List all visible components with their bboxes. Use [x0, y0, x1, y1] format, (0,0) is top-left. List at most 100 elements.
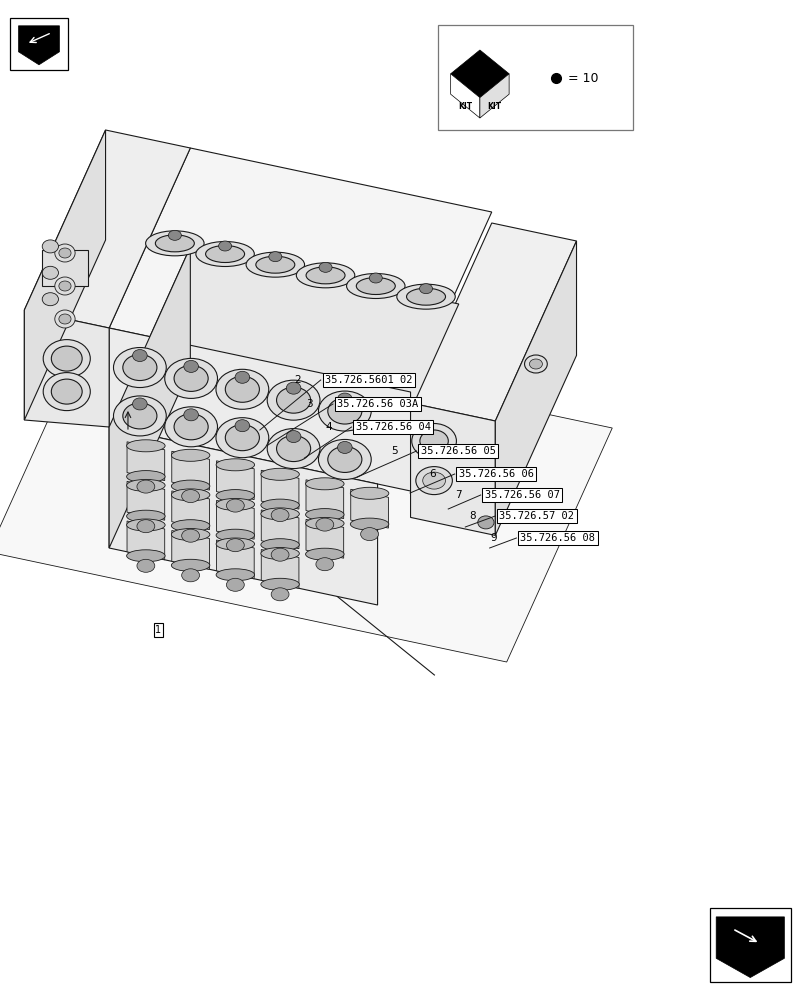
- Polygon shape: [172, 451, 209, 490]
- Ellipse shape: [524, 355, 547, 373]
- Ellipse shape: [127, 550, 165, 562]
- Text: 8: 8: [469, 511, 475, 521]
- Ellipse shape: [132, 350, 147, 362]
- Ellipse shape: [145, 231, 204, 256]
- Ellipse shape: [168, 230, 181, 240]
- Ellipse shape: [337, 441, 352, 453]
- Ellipse shape: [171, 449, 209, 461]
- Ellipse shape: [42, 266, 58, 279]
- Ellipse shape: [122, 403, 157, 429]
- Polygon shape: [217, 500, 254, 539]
- Ellipse shape: [226, 539, 244, 552]
- Ellipse shape: [397, 284, 455, 309]
- Ellipse shape: [477, 516, 493, 529]
- Ellipse shape: [271, 588, 289, 601]
- Ellipse shape: [183, 360, 198, 372]
- Ellipse shape: [182, 529, 200, 542]
- Ellipse shape: [305, 548, 344, 560]
- Polygon shape: [715, 917, 783, 978]
- Ellipse shape: [529, 359, 542, 369]
- Text: KIT: KIT: [487, 102, 501, 111]
- Polygon shape: [127, 521, 165, 560]
- FancyBboxPatch shape: [709, 908, 790, 982]
- Text: 7: 7: [455, 490, 461, 500]
- Ellipse shape: [419, 430, 448, 452]
- Ellipse shape: [127, 440, 165, 452]
- Polygon shape: [410, 223, 576, 421]
- Ellipse shape: [216, 538, 255, 550]
- Ellipse shape: [226, 499, 244, 512]
- Ellipse shape: [225, 425, 259, 451]
- Ellipse shape: [260, 548, 299, 560]
- Text: 35.726.56 04: 35.726.56 04: [355, 422, 430, 432]
- Ellipse shape: [54, 310, 75, 328]
- Polygon shape: [109, 328, 410, 491]
- Ellipse shape: [319, 262, 332, 272]
- Ellipse shape: [171, 559, 209, 571]
- FancyBboxPatch shape: [438, 25, 633, 130]
- Polygon shape: [261, 470, 298, 509]
- Ellipse shape: [277, 387, 311, 413]
- Text: 4: 4: [325, 422, 332, 432]
- Ellipse shape: [127, 479, 165, 491]
- Polygon shape: [495, 241, 576, 535]
- Ellipse shape: [267, 380, 320, 420]
- Ellipse shape: [360, 528, 378, 541]
- Ellipse shape: [260, 539, 299, 551]
- Ellipse shape: [271, 509, 289, 522]
- Ellipse shape: [183, 409, 198, 421]
- Ellipse shape: [137, 559, 155, 572]
- Polygon shape: [0, 318, 611, 662]
- Ellipse shape: [305, 517, 344, 529]
- Text: 6: 6: [429, 469, 436, 479]
- Polygon shape: [450, 50, 508, 98]
- Ellipse shape: [127, 471, 165, 483]
- Ellipse shape: [315, 518, 333, 531]
- Ellipse shape: [305, 478, 344, 490]
- Ellipse shape: [216, 459, 255, 471]
- Text: 9: 9: [490, 533, 496, 543]
- Ellipse shape: [127, 510, 165, 522]
- Ellipse shape: [165, 358, 217, 398]
- Ellipse shape: [296, 263, 354, 288]
- Ellipse shape: [411, 424, 456, 459]
- Ellipse shape: [318, 391, 371, 431]
- Ellipse shape: [171, 520, 209, 532]
- Ellipse shape: [305, 509, 344, 521]
- Ellipse shape: [132, 398, 147, 410]
- FancyBboxPatch shape: [10, 18, 68, 70]
- FancyBboxPatch shape: [42, 250, 88, 286]
- Ellipse shape: [423, 472, 445, 489]
- Ellipse shape: [318, 439, 371, 479]
- Ellipse shape: [260, 468, 299, 480]
- Ellipse shape: [286, 431, 301, 443]
- Text: 35.726.57 02: 35.726.57 02: [499, 511, 573, 521]
- Ellipse shape: [216, 418, 268, 458]
- Ellipse shape: [42, 240, 58, 253]
- Ellipse shape: [43, 340, 90, 378]
- Ellipse shape: [42, 293, 58, 306]
- Ellipse shape: [51, 379, 82, 404]
- Ellipse shape: [260, 508, 299, 520]
- Ellipse shape: [216, 529, 255, 541]
- Ellipse shape: [58, 314, 71, 324]
- Polygon shape: [217, 461, 254, 500]
- Polygon shape: [350, 489, 388, 528]
- Ellipse shape: [306, 267, 345, 284]
- Polygon shape: [109, 148, 491, 392]
- Text: 35.726.56 08: 35.726.56 08: [520, 533, 594, 543]
- Polygon shape: [261, 550, 298, 588]
- Polygon shape: [450, 74, 479, 118]
- Ellipse shape: [171, 480, 209, 492]
- Text: 3: 3: [306, 399, 312, 409]
- Polygon shape: [172, 491, 209, 530]
- Ellipse shape: [271, 548, 289, 561]
- Ellipse shape: [43, 373, 90, 411]
- Ellipse shape: [137, 520, 155, 533]
- Ellipse shape: [328, 398, 362, 424]
- Polygon shape: [306, 480, 343, 519]
- Ellipse shape: [216, 369, 268, 409]
- Ellipse shape: [137, 480, 155, 493]
- Ellipse shape: [260, 578, 299, 590]
- Ellipse shape: [51, 346, 82, 371]
